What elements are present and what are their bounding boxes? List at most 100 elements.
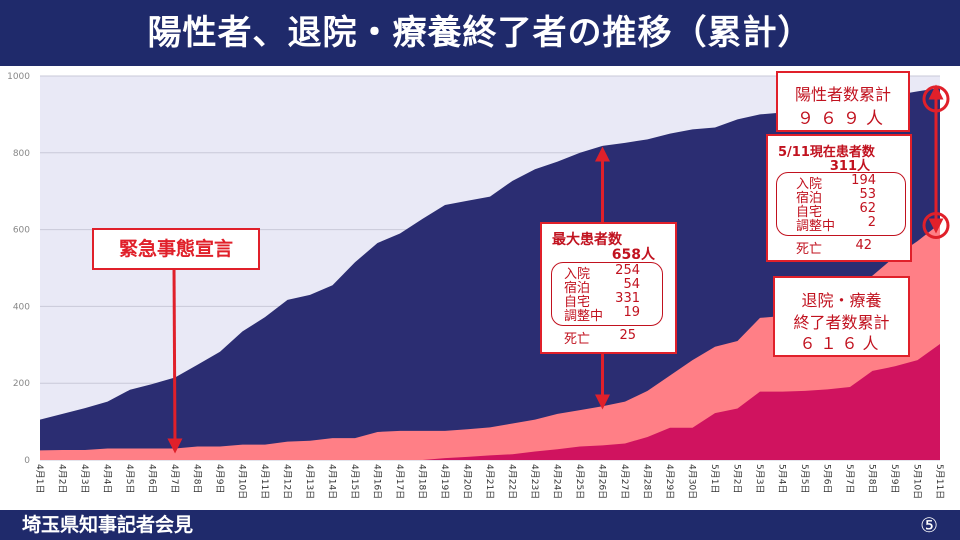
- x-tick-group: 4月5日: [124, 464, 135, 493]
- x-tick-label: 5月3日: [754, 464, 765, 493]
- cur-row-label: 自宅: [796, 205, 823, 220]
- x-tick-label: 4月4日: [102, 464, 113, 493]
- x-tick-group: 4月18日: [417, 464, 428, 499]
- x-tick-group: 4月3日: [79, 464, 90, 493]
- cur-row-label: 入院: [796, 177, 823, 192]
- x-tick-label: 4月22日: [507, 464, 518, 499]
- positive-total-box: 陽性者数累計 ９６９人: [776, 71, 910, 132]
- x-tick-label: 4月19日: [439, 464, 450, 499]
- x-tick-group: 4月24日: [552, 464, 563, 499]
- x-tick-label: 4月23日: [529, 464, 540, 499]
- max-patients-bracket: [551, 262, 663, 326]
- footer-title: 埼玉県知事記者会見: [22, 514, 194, 536]
- cur-row-value: 62: [859, 201, 876, 216]
- x-tick-label: 4月20日: [462, 464, 473, 499]
- x-tick-group: 4月23日: [529, 464, 540, 499]
- max-patients-value: 658人: [611, 247, 655, 263]
- max-row-value: 331: [615, 291, 640, 306]
- max-death-value: 25: [619, 328, 636, 343]
- emergency-declaration-label: 緊急事態宣言: [118, 238, 233, 260]
- recovered-total-line1: 退院・療養: [801, 291, 882, 310]
- cur-row-label: 宿泊: [796, 191, 823, 206]
- x-tick-label: 5月5日: [799, 464, 810, 493]
- x-tick-group: 4月19日: [439, 464, 450, 499]
- x-tick-label: 4月28日: [642, 464, 653, 499]
- x-tick-group: 4月11日: [259, 464, 270, 499]
- x-tick-group: 4月30日: [687, 464, 698, 499]
- x-tick-group: 5月1日: [709, 464, 720, 493]
- x-tick-group: 5月3日: [754, 464, 765, 493]
- positive-total-label: 陽性者数累計: [794, 85, 891, 104]
- x-tick-label: 4月10日: [237, 464, 248, 499]
- x-tick-label: 5月9日: [889, 464, 900, 493]
- x-tick-label: 4月7日: [169, 464, 180, 493]
- max-row-value: 254: [615, 263, 640, 278]
- recovered-total-value: ６１６人: [799, 334, 884, 353]
- max-row-value: 54: [623, 277, 640, 292]
- x-tick-group: 4月14日: [327, 464, 338, 499]
- cur-row-value: 53: [859, 187, 876, 202]
- cur-row-label: 調整中: [796, 219, 836, 234]
- x-tick-group: 5月8日: [867, 464, 878, 493]
- emergency-arrow: [167, 265, 183, 454]
- x-tick-group: 5月9日: [889, 464, 900, 493]
- y-tick-label: 600: [13, 226, 30, 236]
- y-tick-label: 200: [13, 379, 30, 389]
- emergency-declaration-box: 緊急事態宣言: [92, 228, 260, 270]
- x-tick-group: 5月4日: [777, 464, 788, 493]
- positive-total-value: ９６９人: [797, 109, 889, 129]
- x-tick-label: 4月16日: [372, 464, 383, 499]
- current-patients-value: 311人: [829, 159, 870, 174]
- x-tick-group: 4月29日: [664, 464, 675, 499]
- x-tick-group: 4月1日: [34, 464, 45, 493]
- page-number: ⑤: [920, 513, 938, 537]
- x-tick-label: 4月6日: [147, 464, 158, 493]
- cur-death-value: 42: [855, 238, 872, 253]
- x-tick-label: 5月10日: [912, 464, 923, 499]
- x-tick-group: 5月10日: [912, 464, 923, 499]
- recovered-area: [40, 344, 940, 460]
- footer-bar: 埼玉県知事記者会見 ⑤: [0, 510, 960, 540]
- x-tick-label: 4月26日: [597, 464, 608, 499]
- current-patients-title: 5/11現在患者数: [778, 145, 875, 160]
- max-row-label: 宿泊: [564, 281, 591, 296]
- x-tick-group: 4月21日: [484, 464, 495, 499]
- recovered-total-box: 退院・療養 終了者数累計 ６１６人: [773, 276, 910, 357]
- x-tick-group: 4月20日: [462, 464, 473, 499]
- x-tick-label: 5月4日: [777, 464, 788, 493]
- y-tick-label: 1000: [7, 72, 30, 82]
- x-tick-group: 4月13日: [304, 464, 315, 499]
- x-tick-label: 5月6日: [822, 464, 833, 493]
- x-tick-label: 4月30日: [687, 464, 698, 499]
- x-tick-label: 5月7日: [844, 464, 855, 493]
- y-tick-label: 400: [13, 302, 30, 312]
- cur-death-label: 死亡: [796, 242, 823, 257]
- x-tick-group: 4月4日: [102, 464, 113, 493]
- cur-row-value: 2: [867, 215, 876, 230]
- x-tick-label: 5月1日: [709, 464, 720, 493]
- x-tick-group: 4月16日: [372, 464, 383, 499]
- x-tick-label: 4月15日: [349, 464, 360, 499]
- max-row-label: 自宅: [564, 295, 591, 310]
- x-tick-group: 5月11日: [934, 464, 945, 499]
- max-death-label: 死亡: [564, 332, 591, 347]
- x-tick-label: 4月17日: [394, 464, 405, 499]
- x-tick-group: 5月5日: [799, 464, 810, 493]
- x-tick-label: 5月11日: [934, 464, 945, 499]
- x-tick-label: 4月3日: [79, 464, 90, 493]
- y-tick-label: 800: [13, 149, 30, 159]
- x-tick-group: 4月28日: [642, 464, 653, 499]
- x-tick-group: 4月22日: [507, 464, 518, 499]
- x-tick-group: 4月26日: [597, 464, 608, 499]
- recovered-marker-circle: [922, 211, 950, 239]
- recovered-total-line2: 終了者数累計: [793, 313, 890, 332]
- x-tick-group: 4月6日: [147, 464, 158, 493]
- x-tick-label: 4月11日: [259, 464, 270, 499]
- x-tick-label: 4月8日: [192, 464, 203, 493]
- x-tick-label: 4月12日: [282, 464, 293, 499]
- x-tick-group: 4月12日: [282, 464, 293, 499]
- x-tick-label: 4月5日: [124, 464, 135, 493]
- x-tick-label: 4月2日: [57, 464, 68, 493]
- x-tick-label: 4月1日: [34, 464, 45, 493]
- x-tick-group: 5月7日: [844, 464, 855, 493]
